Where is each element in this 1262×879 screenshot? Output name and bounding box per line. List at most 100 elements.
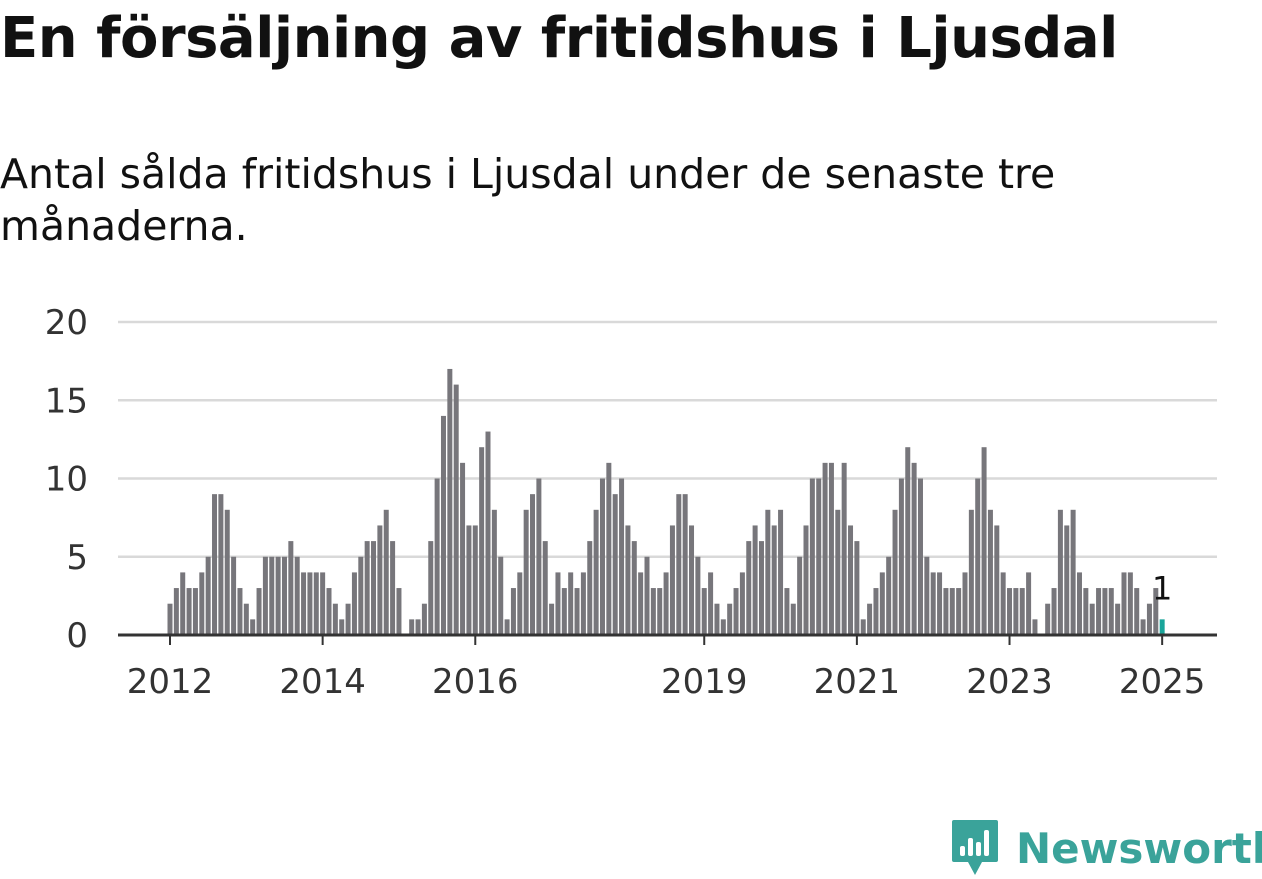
bar [498,556,504,635]
bar [854,541,860,635]
bar [930,572,936,635]
bar [892,509,898,635]
bar [294,556,300,635]
bar [390,541,396,635]
bar [555,572,561,635]
bar [358,556,364,635]
bar [517,572,523,635]
y-tick-label: 15 [45,381,88,421]
bar [237,588,243,635]
bar [167,603,173,635]
bar [917,478,923,635]
bar [580,572,586,635]
bar [351,572,357,635]
bar [250,619,256,635]
bar [186,588,192,635]
bar [848,525,854,635]
highlight-data-label: 1 [1152,569,1172,607]
bar [192,588,198,635]
bar [746,541,752,635]
bar [663,572,669,635]
bar [275,556,281,635]
x-tick-label: 2012 [127,662,214,702]
bar [873,588,879,635]
chart-subtitle: Antal sålda fritidshus i Ljusdal under d… [0,150,1056,250]
bar [320,572,326,635]
bar [231,556,237,635]
bar [262,556,268,635]
bar [765,509,771,635]
bar [809,478,815,635]
bar [256,588,262,635]
bar [701,588,707,635]
bar [510,588,516,635]
bar [1089,603,1095,635]
bar [301,572,307,635]
bar [568,572,574,635]
bar [682,494,688,635]
bar [835,509,841,635]
chart-title: En försäljning av fritidshus i Ljusdal [0,6,1118,71]
bar [536,478,542,635]
bar [924,556,930,635]
bar [364,541,370,635]
bar [1013,588,1019,635]
bar [816,478,822,635]
bar [695,556,701,635]
x-tick-label: 2014 [279,662,366,702]
bar [790,603,796,635]
bar [224,509,230,635]
bar [421,603,427,635]
bar [644,556,650,635]
bar [1121,572,1127,635]
bar [981,447,987,635]
bar [778,509,784,635]
newsworthy-logo-icon [952,820,998,875]
bar [218,494,224,635]
bar [898,478,904,635]
bar [975,478,981,635]
bar [1007,588,1013,635]
bar [720,619,726,635]
bar [1096,588,1102,635]
x-tick-label: 2025 [1119,662,1206,702]
bar [1115,603,1121,635]
y-tick-label: 0 [66,616,88,656]
bar [727,603,733,635]
bar [326,588,332,635]
x-tick-label: 2021 [814,662,901,702]
bar [708,572,714,635]
bar [1083,588,1089,635]
bar [1051,588,1057,635]
y-tick-label: 5 [66,538,88,578]
bar [332,603,338,635]
bar [803,525,809,635]
y-tick-label: 10 [45,460,88,500]
bar [1140,619,1146,635]
bar [288,541,294,635]
bar [886,556,892,635]
bar [1045,603,1051,635]
bar [491,509,497,635]
x-tick-label: 2016 [432,662,519,702]
bar [733,588,739,635]
bar [173,588,179,635]
bar [994,525,1000,635]
bar [956,588,962,635]
y-tick-label: 20 [45,303,88,343]
bar [243,603,249,635]
bar [1102,588,1108,635]
bar [962,572,968,635]
bar [1134,588,1140,635]
bar [561,588,567,635]
bar [619,478,625,635]
bar [714,603,720,635]
bar [307,572,313,635]
bar [199,572,205,635]
bar [434,478,440,635]
bar [631,541,637,635]
bar [530,494,536,635]
bar [657,588,663,635]
bar [1153,588,1159,635]
bar [440,415,446,635]
